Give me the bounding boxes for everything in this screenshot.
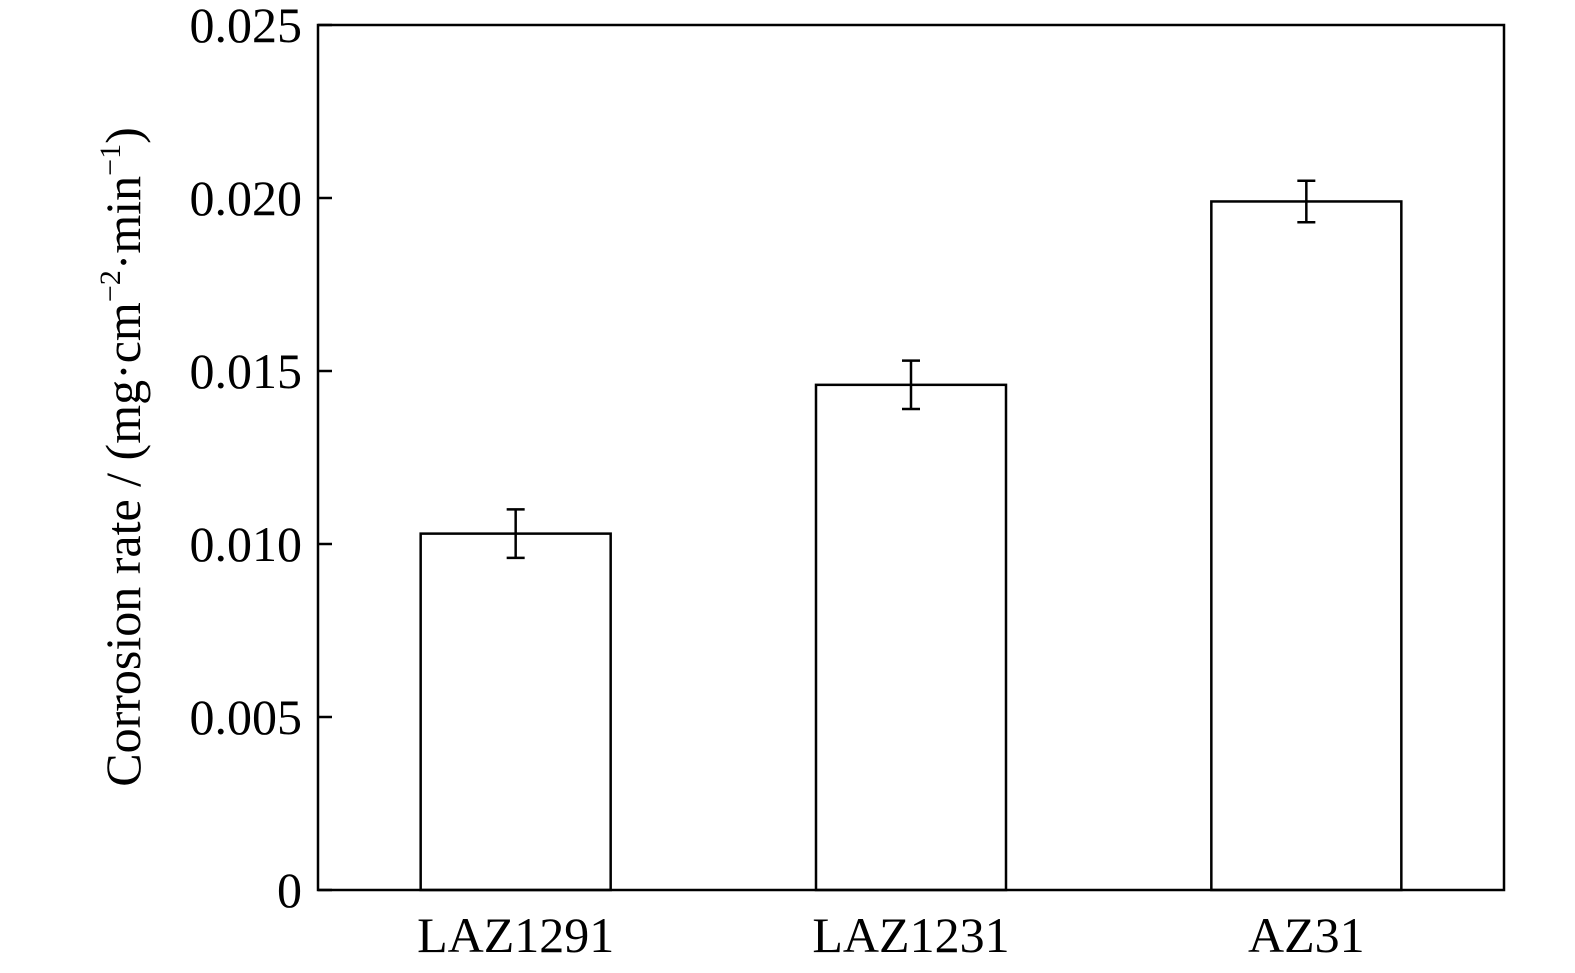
error-bar-LAZ1291 [506, 508, 525, 560]
x-tick-label-LAZ1231: LAZ1231 [812, 907, 1009, 963]
y-axis-label-exp2: −1 [94, 144, 127, 176]
y-tick-label: 0.020 [190, 170, 303, 226]
y-axis-label-end: ) [95, 127, 151, 144]
error-bar-AZ31 [1297, 179, 1316, 224]
bar-LAZ1231 [814, 383, 1008, 892]
bar-LAZ1291 [419, 532, 612, 892]
y-axis-label: Corrosion rate / (mg·cm−2·min−1) [94, 127, 151, 787]
y-axis-label-mid: ·min [95, 176, 151, 270]
x-ticks-group: LAZ1291 LAZ1231 AZ31 [417, 907, 1365, 963]
x-tick-label-AZ31: AZ31 [1248, 907, 1365, 963]
y-tick-label: 0 [277, 862, 302, 918]
y-tick-label: 0.015 [190, 343, 303, 399]
error-bar-LAZ1231 [902, 359, 920, 411]
y-axis-label-exp1: −2 [94, 270, 127, 302]
x-tick-label-LAZ1291: LAZ1291 [417, 907, 614, 963]
y-tick-label: 0.010 [190, 516, 303, 572]
y-tick-label: 0.025 [190, 0, 303, 53]
y-axis-label-main: Corrosion rate / (mg·cm [95, 302, 151, 787]
plot-frame [316, 23, 1506, 892]
bars-group [419, 200, 1403, 892]
y-tick-label: 0.005 [190, 689, 303, 745]
error-bars-group [506, 179, 1316, 560]
bar-AZ31 [1210, 200, 1403, 892]
y-ticks-group: 0 0.005 0.010 0.015 0.020 0.025 [190, 0, 332, 918]
